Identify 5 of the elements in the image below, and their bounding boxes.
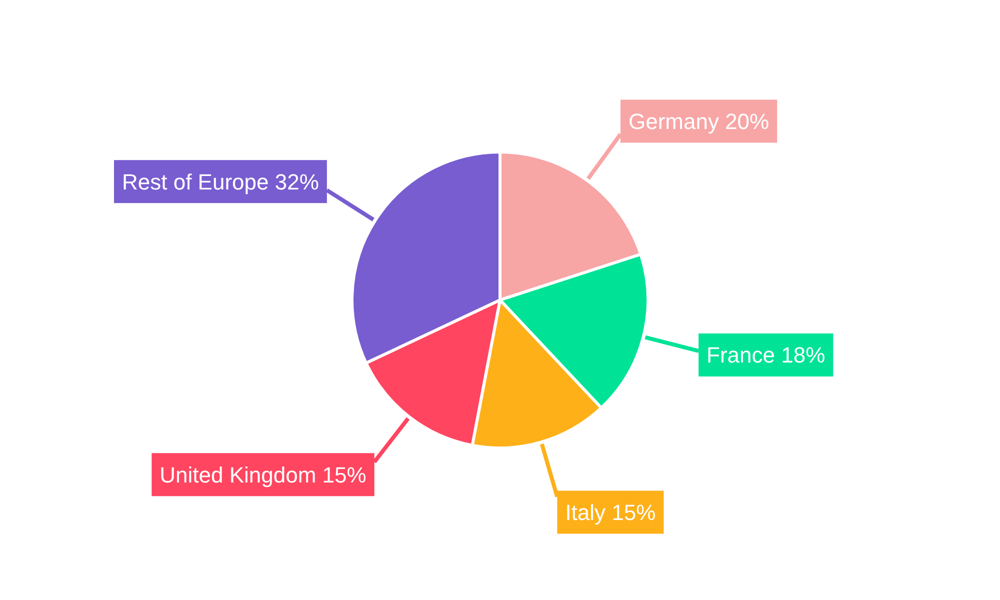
slice-label: Rest of Europe 32%: [122, 169, 319, 194]
slice-label: Germany 20%: [628, 108, 770, 134]
slice-label: United Kingdom 15%: [160, 462, 366, 488]
slice-label: France 18%: [706, 342, 826, 368]
slice-label: Italy 15%: [565, 500, 656, 525]
